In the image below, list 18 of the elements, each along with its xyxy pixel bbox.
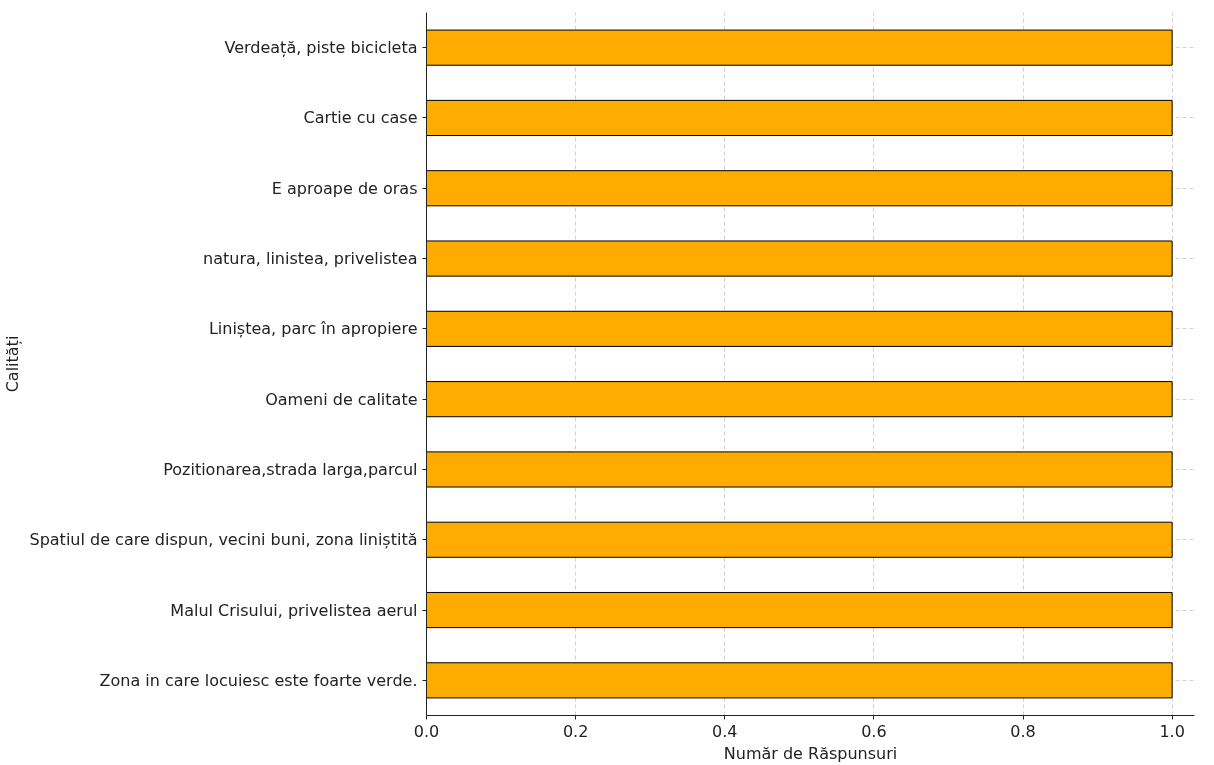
x-axis-title: Număr de Răspunsuri: [723, 743, 898, 763]
y-tick-label: Verdeață, piste bicicleta: [224, 38, 418, 58]
x-tick-label: 0.0: [413, 721, 440, 741]
x-tick-label: 0.2: [562, 721, 589, 741]
y-tick-label: Oameni de calitate: [265, 389, 418, 409]
x-tick-label: 0.8: [1010, 721, 1036, 741]
y-tick-label: Liniștea, parc în apropiere: [208, 319, 418, 339]
y-tick-label: Zona in care locuiesc este foarte verde.: [99, 670, 418, 690]
x-tick-label: 1.0: [1159, 721, 1185, 741]
y-tick-label: E aproape de oras: [271, 178, 418, 198]
y-tick-label: Malul Crisului, privelistea aerul: [170, 600, 418, 620]
y-axis-title: Calități: [3, 335, 23, 393]
y-tick-label: natura, linistea, privelistea: [203, 249, 418, 269]
y-tick-label: Cartie cu case: [303, 108, 418, 128]
y-tick-label: Spatiul de care dispun, vecini buni, zona liniștită: [29, 530, 418, 550]
x-tick-label: 0.6: [861, 721, 887, 741]
x-tick-label: 0.4: [712, 721, 738, 741]
y-tick-label: Pozitionarea,strada larga,parcul: [163, 459, 418, 479]
